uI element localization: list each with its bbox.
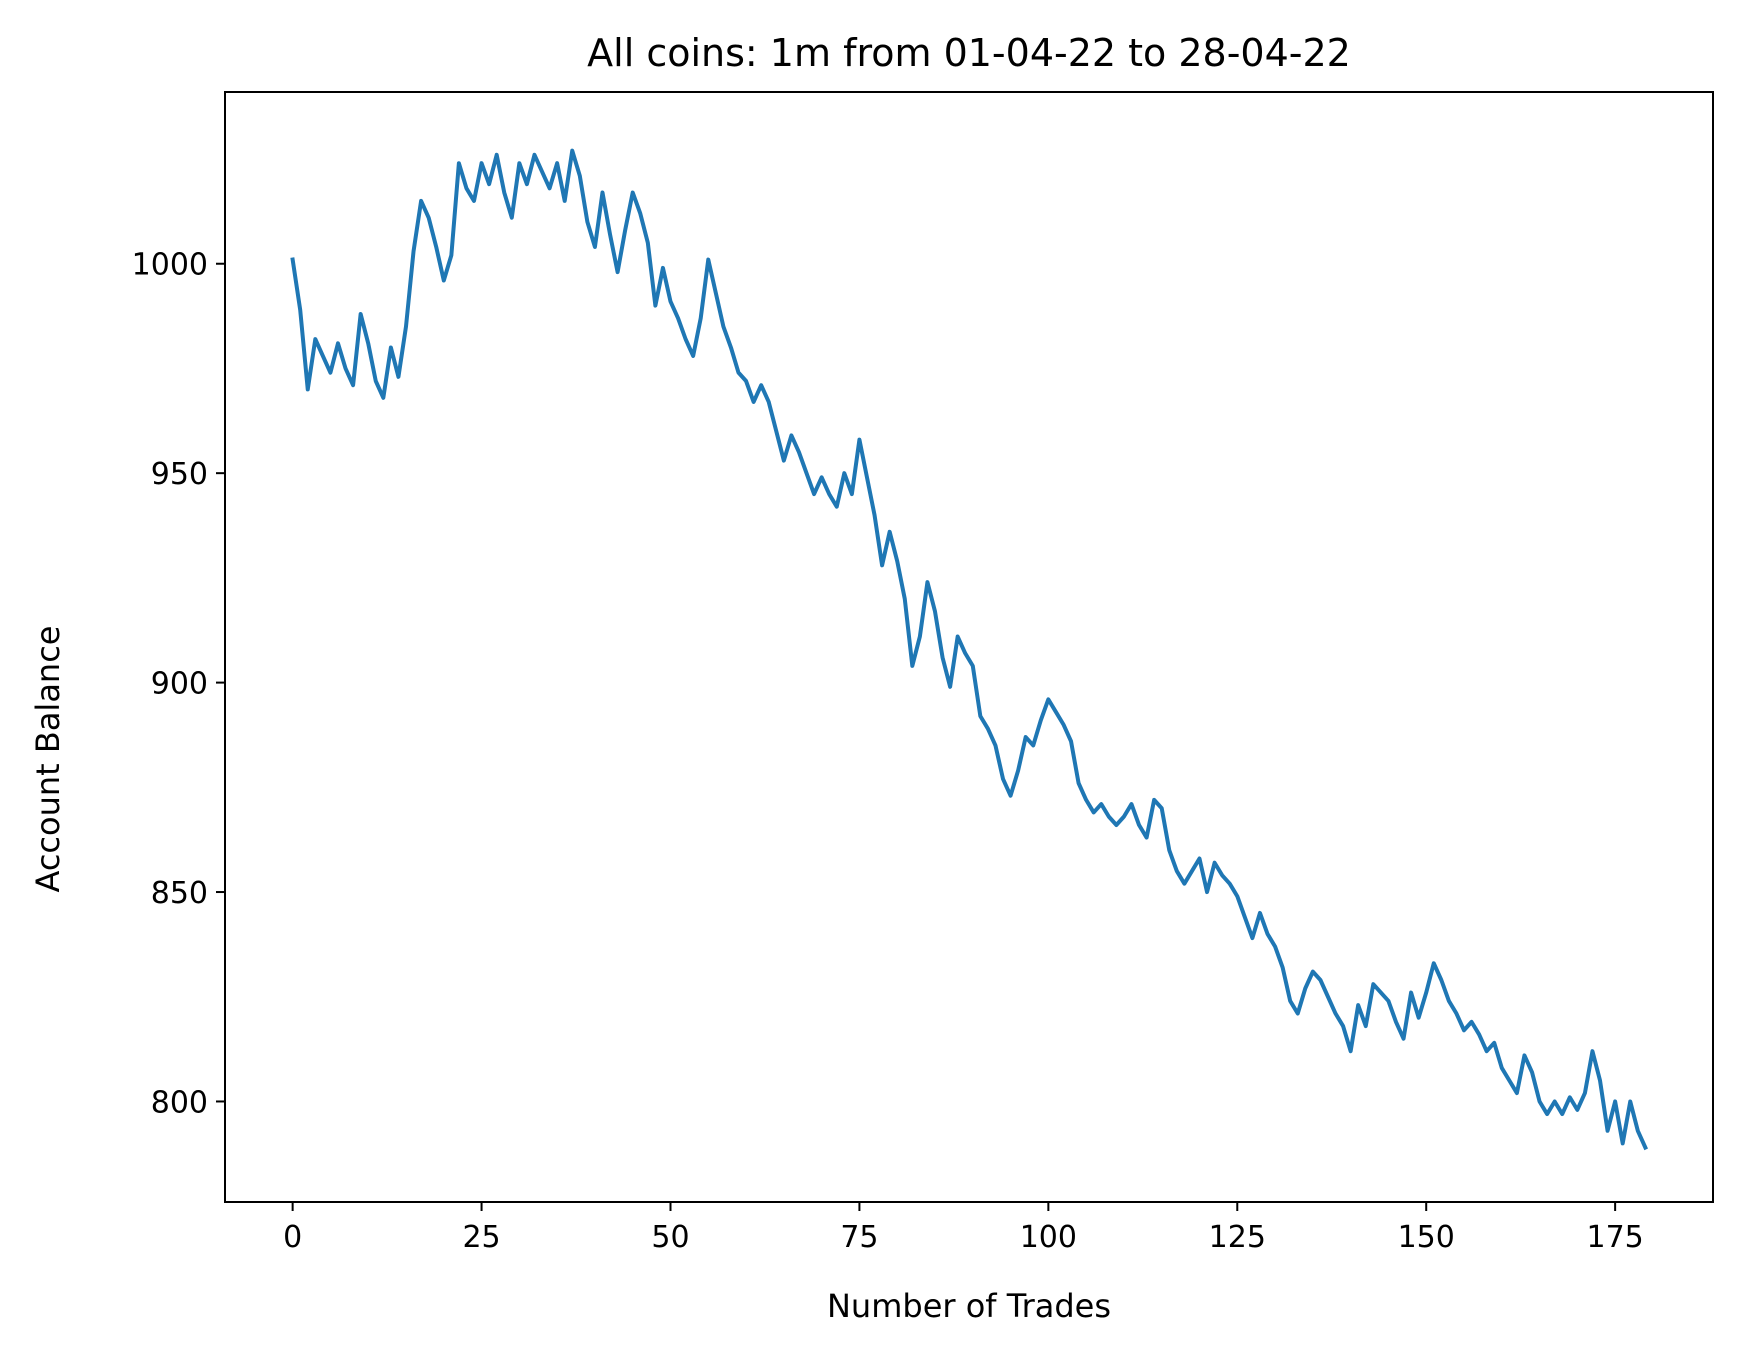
x-tick-label: 100 — [1020, 1220, 1077, 1255]
x-tick-label: 150 — [1398, 1220, 1455, 1255]
series-line — [290, 148, 1649, 1151]
y-axis-ticks: 800 850 900 950 1000 — [132, 248, 225, 1120]
x-axis-ticks: 0 25 50 75 100 125 150 175 — [283, 1202, 1644, 1255]
y-axis-label: Account Balance — [29, 626, 67, 893]
chart-title: All coins: 1m from 01-04-22 to 28-04-22 — [587, 31, 1351, 75]
x-tick-label: 175 — [1587, 1220, 1644, 1255]
x-tick-label: 50 — [651, 1220, 689, 1255]
x-tick-label: 0 — [283, 1220, 302, 1255]
y-tick-label: 850 — [151, 876, 208, 911]
x-axis-label: Number of Trades — [827, 1287, 1111, 1325]
x-tick-label: 125 — [1209, 1220, 1266, 1255]
y-tick-label: 1000 — [132, 248, 208, 283]
y-tick-label: 800 — [151, 1085, 208, 1120]
y-tick-label: 950 — [151, 457, 208, 492]
x-tick-label: 25 — [462, 1220, 500, 1255]
y-tick-label: 900 — [151, 667, 208, 702]
plot-area — [290, 148, 1649, 1151]
axes-frame — [224, 91, 1714, 1203]
x-tick-label: 75 — [840, 1220, 878, 1255]
